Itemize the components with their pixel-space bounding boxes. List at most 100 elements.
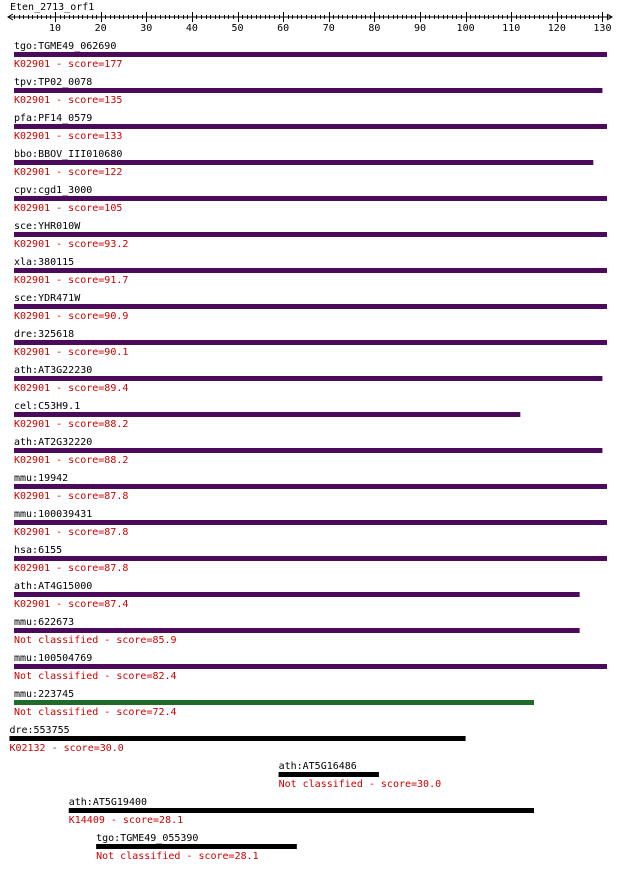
ruler-tick-label: 20 xyxy=(95,23,107,34)
hit-annotation-link[interactable]: K02132 - score=30.0 xyxy=(9,743,123,754)
hit-annotation-link[interactable]: K02901 - score=87.8 xyxy=(14,563,128,574)
hit-alignment-bar[interactable] xyxy=(14,304,607,309)
hit-name-link[interactable]: ath:AT2G32220 xyxy=(14,437,92,448)
hit-alignment-bar[interactable] xyxy=(14,52,607,57)
hit-annotation-link[interactable]: Not classified - score=28.1 xyxy=(96,851,259,862)
hit-row[interactable]: mmu:100039431 K02901 - score=87.8 xyxy=(14,509,607,538)
hit-row[interactable]: cel:C53H9.1 K02901 - score=88.2 xyxy=(14,401,521,430)
ruler-tick-label: 30 xyxy=(140,23,152,34)
hit-name-link[interactable]: tgo:TGME49_062690 xyxy=(14,41,116,52)
hit-row[interactable]: ath:AT5G19400 K14409 - score=28.1 xyxy=(68,797,535,826)
hit-name-link[interactable]: bbo:BBOV_III010680 xyxy=(14,149,122,160)
hit-name-link[interactable]: xla:380115 xyxy=(14,257,74,268)
hit-name-link[interactable]: cpv:cgd1_3000 xyxy=(14,185,92,196)
hit-name-link[interactable]: ath:AT5G16486 xyxy=(279,761,357,772)
hit-annotation-link[interactable]: Not classified - score=82.4 xyxy=(14,671,177,682)
hit-annotation-link[interactable]: K02901 - score=133 xyxy=(14,131,122,142)
hit-annotation-link[interactable]: K02901 - score=90.1 xyxy=(14,347,128,358)
hit-row[interactable]: sce:YDR471W K02901 - score=90.9 xyxy=(14,293,607,322)
hit-name-link[interactable]: hsa:6155 xyxy=(14,545,62,556)
hit-name-link[interactable]: ath:AT5G19400 xyxy=(69,797,147,808)
hit-annotation-link[interactable]: K02901 - score=87.4 xyxy=(14,599,128,610)
hit-annotation-link[interactable]: K02901 - score=177 xyxy=(14,59,122,70)
hit-name-link[interactable]: ath:AT3G22230 xyxy=(14,365,92,376)
hit-annotation-link[interactable]: K02901 - score=105 xyxy=(14,203,122,214)
hit-row[interactable]: pfa:PF14_0579 K02901 - score=133 xyxy=(14,113,607,142)
hit-row[interactable]: ath:AT5G16486 Not classified - score=30.0 xyxy=(278,761,442,790)
hit-alignment-bar[interactable] xyxy=(14,664,607,669)
hit-alignment-bar[interactable] xyxy=(14,448,603,453)
hit-row[interactable]: mmu:19942 K02901 - score=87.8 xyxy=(14,473,607,502)
ruler-tick-label: 120 xyxy=(548,23,566,34)
ruler-right-arrow-icon xyxy=(606,13,613,21)
hit-alignment-bar[interactable] xyxy=(14,628,580,633)
hit-annotation-link[interactable]: K02901 - score=91.7 xyxy=(14,275,128,286)
hit-name-link[interactable]: cel:C53H9.1 xyxy=(14,401,80,412)
hit-annotation-link[interactable]: K14409 - score=28.1 xyxy=(69,815,183,826)
hit-alignment-bar[interactable] xyxy=(14,124,607,129)
ruler-tick-label: 80 xyxy=(368,23,380,34)
hit-row[interactable]: tpv:TP02_0078 K02901 - score=135 xyxy=(14,77,603,106)
hit-row[interactable]: bbo:BBOV_III010680 K02901 - score=122 xyxy=(14,149,594,178)
hit-alignment-bar[interactable] xyxy=(14,376,603,381)
hit-row[interactable]: xla:380115 K02901 - score=91.7 xyxy=(14,257,607,286)
hit-annotation-link[interactable]: K02901 - score=87.8 xyxy=(14,491,128,502)
hit-row[interactable]: ath:AT3G22230 K02901 - score=89.4 xyxy=(14,365,603,394)
hit-row[interactable]: hsa:6155 K02901 - score=87.8 xyxy=(14,545,607,574)
hit-row[interactable]: cpv:cgd1_3000 K02901 - score=105 xyxy=(14,185,607,214)
hit-alignment-bar[interactable] xyxy=(14,160,594,165)
hit-name-link[interactable]: mmu:19942 xyxy=(14,473,68,484)
hit-alignment-bar[interactable] xyxy=(9,736,466,741)
hit-row[interactable]: tgo:TGME49_062690 K02901 - score=177 xyxy=(14,41,607,70)
hit-row[interactable]: dre:553755 K02132 - score=30.0 xyxy=(9,725,466,754)
ruler-tick-label: 10 xyxy=(49,23,61,34)
hit-name-link[interactable]: dre:325618 xyxy=(14,329,74,340)
hit-annotation-link[interactable]: K02901 - score=88.2 xyxy=(14,419,128,430)
hit-annotation-link[interactable]: Not classified - score=85.9 xyxy=(14,635,177,646)
hit-annotation-link[interactable]: Not classified - score=72.4 xyxy=(14,707,177,718)
hit-alignment-bar[interactable] xyxy=(14,412,521,417)
hit-alignment-bar[interactable] xyxy=(14,484,607,489)
hit-annotation-link[interactable]: K02901 - score=90.9 xyxy=(14,311,128,322)
hit-alignment-bar[interactable] xyxy=(68,808,535,813)
hit-row[interactable]: ath:AT4G15000 K02901 - score=87.4 xyxy=(14,581,580,610)
hit-alignment-bar[interactable] xyxy=(14,268,607,273)
hit-alignment-bar[interactable] xyxy=(14,700,535,705)
hit-name-link[interactable]: dre:553755 xyxy=(9,725,69,736)
hit-annotation-link[interactable]: K02901 - score=122 xyxy=(14,167,122,178)
hit-alignment-bar[interactable] xyxy=(278,772,379,777)
hit-alignment-bar[interactable] xyxy=(14,340,607,345)
hit-row[interactable]: mmu:622673 Not classified - score=85.9 xyxy=(14,617,580,646)
hit-alignment-bar[interactable] xyxy=(14,232,607,237)
hit-annotation-link[interactable]: Not classified - score=30.0 xyxy=(279,779,442,790)
hit-row[interactable]: mmu:100504769 Not classified - score=82.4 xyxy=(14,653,607,682)
hit-alignment-bar[interactable] xyxy=(14,88,603,93)
hit-row[interactable]: mmu:223745 Not classified - score=72.4 xyxy=(14,689,535,718)
hit-annotation-link[interactable]: K02901 - score=88.2 xyxy=(14,455,128,466)
hit-annotation-link[interactable]: K02901 - score=89.4 xyxy=(14,383,128,394)
hit-name-link[interactable]: sce:YHR010W xyxy=(14,221,81,232)
hit-alignment-bar[interactable] xyxy=(14,556,607,561)
hit-alignment-bar[interactable] xyxy=(96,844,297,849)
hit-row[interactable]: ath:AT2G32220 K02901 - score=88.2 xyxy=(14,437,603,466)
hit-alignment-bar[interactable] xyxy=(14,196,607,201)
hit-name-link[interactable]: mmu:100039431 xyxy=(14,509,92,520)
hit-row[interactable]: dre:325618 K02901 - score=90.1 xyxy=(14,329,607,358)
hit-name-link[interactable]: ath:AT4G15000 xyxy=(14,581,92,592)
hit-annotation-link[interactable]: K02901 - score=135 xyxy=(14,95,122,106)
hit-name-link[interactable]: mmu:100504769 xyxy=(14,653,92,664)
ruler-tick-label: 110 xyxy=(502,23,520,34)
hit-alignment-bar[interactable] xyxy=(14,592,580,597)
hit-alignment-bar[interactable] xyxy=(14,520,607,525)
hit-name-link[interactable]: tpv:TP02_0078 xyxy=(14,77,92,88)
hit-name-link[interactable]: tgo:TGME49_055390 xyxy=(96,833,198,844)
hit-name-link[interactable]: mmu:622673 xyxy=(14,617,74,628)
hit-name-link[interactable]: pfa:PF14_0579 xyxy=(14,113,92,124)
hit-annotation-link[interactable]: K02901 - score=87.8 xyxy=(14,527,128,538)
hit-row[interactable]: tgo:TGME49_055390 Not classified - score=… xyxy=(96,833,297,862)
hit-name-link[interactable]: sce:YDR471W xyxy=(14,293,81,304)
hit-row[interactable]: sce:YHR010W K02901 - score=93.2 xyxy=(14,221,607,250)
hit-annotation-link[interactable]: K02901 - score=93.2 xyxy=(14,239,128,250)
hit-name-link[interactable]: mmu:223745 xyxy=(14,689,74,700)
